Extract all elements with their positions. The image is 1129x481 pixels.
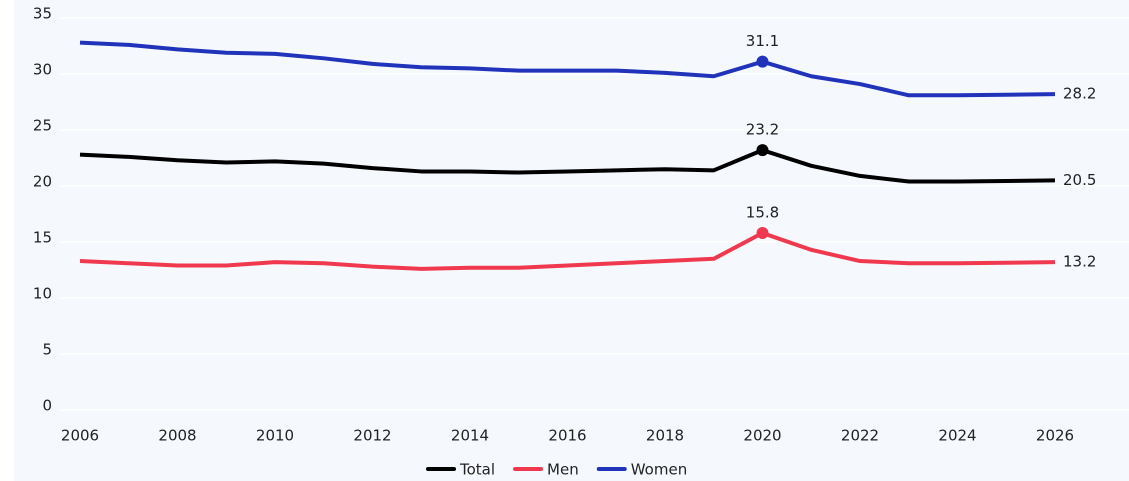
x-tick-label: 2022: [841, 427, 879, 445]
data-label: 13.2: [1063, 253, 1096, 271]
y-tick-label: 15: [33, 229, 52, 247]
x-tick-label: 2016: [548, 427, 586, 445]
y-tick-label: 5: [42, 341, 52, 359]
y-tick-label: 30: [33, 61, 52, 79]
data-label: 28.2: [1063, 85, 1096, 103]
y-tick-label: 35: [33, 5, 52, 23]
point-marker: [756, 144, 769, 157]
y-tick-label: 10: [33, 285, 52, 303]
legend-label: Women: [631, 461, 687, 479]
x-tick-label: 2020: [743, 427, 781, 445]
x-tick-label: 2012: [353, 427, 391, 445]
legend-label: Total: [459, 461, 495, 479]
y-tick-label: 0: [42, 397, 52, 415]
point-marker: [756, 227, 769, 240]
data-label: 15.8: [746, 204, 779, 222]
x-tick-label: 2014: [451, 427, 489, 445]
background: [14, 0, 1129, 481]
legend-label: Men: [547, 461, 579, 479]
x-tick-label: 2006: [61, 427, 99, 445]
x-tick-label: 2018: [646, 427, 684, 445]
series-line: [79, 148, 1056, 184]
x-tick-label: 2024: [938, 427, 976, 445]
y-tick-label: 25: [33, 117, 52, 135]
series-line: [79, 40, 1056, 98]
data-label: 20.5: [1063, 171, 1096, 189]
point-marker: [756, 55, 769, 68]
x-tick-label: 2010: [256, 427, 294, 445]
x-tick-label: 2008: [158, 427, 196, 445]
series-line: [79, 231, 1056, 271]
x-tick-label: 2026: [1036, 427, 1074, 445]
data-label: 31.1: [746, 32, 779, 50]
data-label: 23.2: [746, 121, 779, 139]
y-tick-label: 20: [33, 173, 52, 191]
